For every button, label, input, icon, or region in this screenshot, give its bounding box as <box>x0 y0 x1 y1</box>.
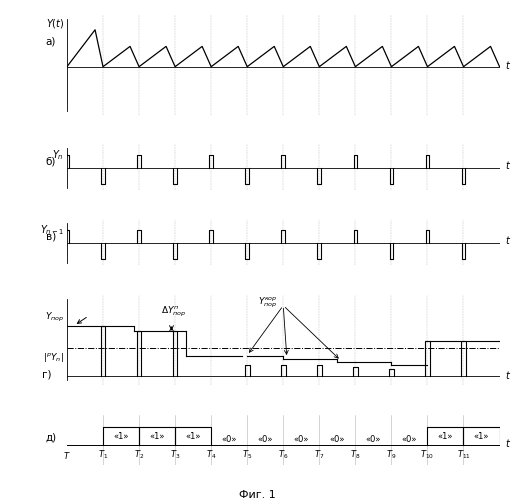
Text: $T_8$: $T_8$ <box>350 449 360 462</box>
Text: $t$: $t$ <box>506 234 511 246</box>
Text: «1»: «1» <box>149 432 165 440</box>
Text: $t$: $t$ <box>506 60 511 72</box>
Text: $T_{10}$: $T_{10}$ <box>420 449 435 462</box>
Text: «0»: «0» <box>330 435 345 444</box>
Text: $T_9$: $T_9$ <box>386 449 397 462</box>
Text: $t$: $t$ <box>506 436 511 448</box>
Text: $\Delta Y^п_{пор}$: $\Delta Y^п_{пор}$ <box>161 306 186 320</box>
Text: $t$: $t$ <box>506 369 511 381</box>
Text: $T_2$: $T_2$ <box>134 449 144 462</box>
Text: г): г) <box>42 370 52 380</box>
Text: «1»: «1» <box>438 432 453 440</box>
Text: «1»: «1» <box>113 432 129 440</box>
Text: $T$: $T$ <box>63 450 71 460</box>
Text: $T_6$: $T_6$ <box>278 449 288 462</box>
Text: в): в) <box>46 232 56 242</box>
Text: $Y^{кор}_{пор}$: $Y^{кор}_{пор}$ <box>258 296 278 310</box>
Text: «0»: «0» <box>366 435 381 444</box>
Text: $T_7$: $T_7$ <box>314 449 324 462</box>
Text: $Y(t)$: $Y(t)$ <box>45 16 64 30</box>
Text: $|^pY_n|$: $|^pY_n|$ <box>43 352 64 364</box>
Text: «0»: «0» <box>221 435 237 444</box>
Text: $T_3$: $T_3$ <box>170 449 180 462</box>
Text: $Y_{n-1}$: $Y_{n-1}$ <box>40 224 64 237</box>
Text: «0»: «0» <box>258 435 273 444</box>
Text: «0»: «0» <box>294 435 309 444</box>
Text: $Y_n$: $Y_n$ <box>53 148 64 162</box>
Text: $Y_{пор}$: $Y_{пор}$ <box>45 310 64 324</box>
Text: $T_5$: $T_5$ <box>242 449 252 462</box>
Text: $T_1$: $T_1$ <box>98 449 108 462</box>
Text: $T_4$: $T_4$ <box>206 449 216 462</box>
Text: «1»: «1» <box>474 432 489 440</box>
Text: Фиг. 1: Фиг. 1 <box>239 490 276 500</box>
Text: $t$: $t$ <box>506 159 511 171</box>
Text: $T_{11}$: $T_{11}$ <box>456 449 471 462</box>
Text: а): а) <box>45 36 56 46</box>
Text: д): д) <box>45 432 56 442</box>
Text: «1»: «1» <box>185 432 201 440</box>
Text: «0»: «0» <box>402 435 417 444</box>
Text: б): б) <box>45 157 56 167</box>
